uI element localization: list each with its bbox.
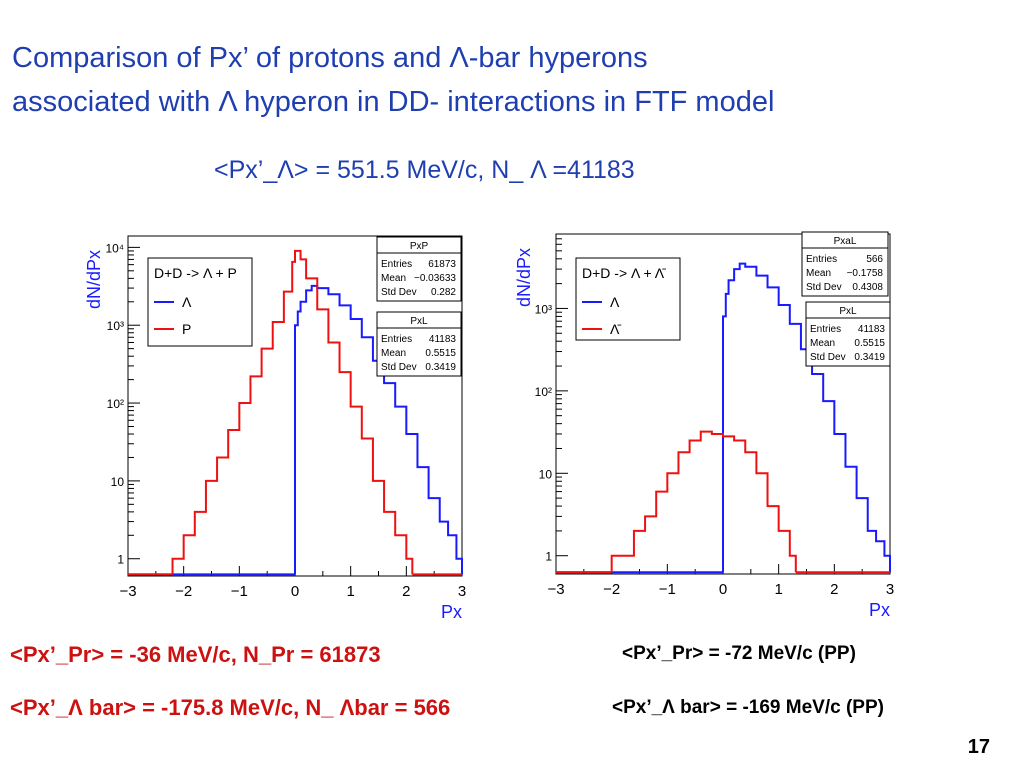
x-tick-label: −2 bbox=[603, 581, 620, 598]
stat-box-title: PxL bbox=[410, 316, 428, 327]
y-tick-label: 1 bbox=[117, 553, 124, 567]
stat-box bbox=[805, 301, 891, 367]
x-tick-label: 1 bbox=[774, 581, 782, 598]
stat-label: Mean bbox=[381, 273, 406, 284]
slide-title: Comparison of Px’ of protons and Λ-bar h… bbox=[12, 36, 1012, 124]
stat-value: 0.3419 bbox=[854, 352, 885, 363]
chart-right-lambda-antilambda: −3 −2 −1 0 1 2 3 1 10 10² 10³ Px dN/dPx D+D -> Λ + Λ̄… bbox=[514, 231, 894, 620]
stat-label: Mean bbox=[810, 338, 835, 349]
x-tick-label: 0 bbox=[719, 581, 727, 598]
stat-value: 0.3419 bbox=[425, 362, 456, 373]
stat-value: 0.282 bbox=[431, 287, 456, 298]
page-number: 17 bbox=[967, 736, 990, 758]
chart-left-lambda-proton: −3 −2 −1 0 1 2 3 1 10 10² 10³ 10⁴ Px dN/dPx D+D -> Λ +… bbox=[84, 235, 466, 620]
series-lambda-line bbox=[722, 262, 891, 573]
stat-value: 0.5515 bbox=[425, 348, 456, 359]
y-tick-label: 10² bbox=[107, 397, 124, 411]
stat-box-title: PxL bbox=[839, 306, 857, 317]
stat-label: Entries bbox=[806, 254, 837, 265]
legend-entry: Λ̄ bbox=[610, 321, 621, 337]
note-antilambda-pp: <Px’_Λ bar> = -169 MeV/c (PP) bbox=[612, 697, 884, 718]
x-axis-label: Px bbox=[441, 602, 462, 620]
legend-entry: P bbox=[182, 321, 191, 337]
legend-entry: Λ bbox=[182, 294, 192, 310]
x-tick-label: −3 bbox=[547, 581, 564, 598]
stat-label: Entries bbox=[381, 334, 412, 345]
note-proton-pp: <Px’_Pr> = -72 MeV/c (PP) bbox=[622, 643, 856, 664]
y-tick-label: 10⁴ bbox=[105, 241, 124, 255]
x-tick-label: 2 bbox=[830, 581, 838, 598]
stat-value: 41183 bbox=[429, 334, 457, 345]
stat-label: Std Dev bbox=[381, 362, 417, 373]
y-tick-label: 10 bbox=[539, 467, 553, 481]
title-line-1: Comparison of Px’ of protons and Λ-bar h… bbox=[12, 42, 648, 74]
stat-box-title: PxP bbox=[410, 241, 429, 252]
stat-value: 566 bbox=[866, 254, 883, 265]
note-antilambda-dd: <Px’_Λ bar> = -175.8 MeV/c, N_ Λbar = 56… bbox=[10, 695, 451, 720]
y-tick-label: 1 bbox=[545, 550, 552, 564]
stat-value: 41183 bbox=[858, 324, 886, 335]
series-second-line bbox=[610, 430, 797, 573]
stat-label: Entries bbox=[810, 324, 841, 335]
y-axis-label: dN/dPx bbox=[84, 250, 104, 309]
legend-title: D+D -> Λ + P bbox=[154, 265, 237, 281]
x-tick-label: −3 bbox=[119, 583, 136, 600]
legend-box bbox=[575, 257, 681, 341]
y-tick-label: 10³ bbox=[535, 302, 552, 316]
stat-label: Entries bbox=[381, 259, 412, 270]
note-proton-dd: <Px’_Pr> = -36 MeV/c, N_Pr = 61873 bbox=[10, 642, 381, 667]
legend-title: D+D -> Λ + Λ̄ bbox=[582, 265, 666, 281]
stat-box-title: PxaL bbox=[834, 236, 857, 247]
legend-entry: Λ bbox=[610, 294, 620, 310]
y-tick-label: 10³ bbox=[107, 319, 124, 333]
stat-box bbox=[376, 236, 462, 302]
x-tick-label: 3 bbox=[886, 581, 894, 598]
x-axis-label: Px bbox=[869, 600, 890, 620]
stat-value: 61873 bbox=[428, 259, 456, 270]
stat-value: −0.03633 bbox=[414, 273, 456, 284]
y-tick-label: 10 bbox=[111, 475, 125, 489]
x-tick-label: 1 bbox=[346, 583, 354, 600]
stat-label: Mean bbox=[806, 268, 831, 279]
x-tick-label: −2 bbox=[175, 583, 192, 600]
stat-box bbox=[376, 311, 462, 377]
series-lambda-line bbox=[294, 284, 463, 575]
x-tick-label: −1 bbox=[231, 583, 248, 600]
stat-label: Std Dev bbox=[810, 352, 846, 363]
stat-label: Std Dev bbox=[806, 282, 842, 293]
stat-value: −0.1758 bbox=[847, 268, 884, 279]
stat-value: 0.5515 bbox=[854, 338, 885, 349]
stat-label: Mean bbox=[381, 348, 406, 359]
stat-label: Std Dev bbox=[381, 287, 417, 298]
stat-value: 0.4308 bbox=[852, 282, 883, 293]
y-tick-label: 10² bbox=[535, 385, 552, 399]
x-tick-label: 0 bbox=[291, 583, 299, 600]
x-tick-label: 2 bbox=[402, 583, 410, 600]
stat-box bbox=[801, 231, 889, 297]
y-axis-label: dN/dPx bbox=[514, 248, 534, 307]
series-second-line bbox=[171, 249, 414, 575]
lambda-mean-summary: <Px’_Λ> = 551.5 MeV/c, N_ Λ =41183 bbox=[214, 156, 635, 184]
x-tick-label: −1 bbox=[659, 581, 676, 598]
x-tick-label: 3 bbox=[458, 583, 466, 600]
title-line-2: associated with Λ hyperon in DD- interac… bbox=[12, 86, 775, 118]
